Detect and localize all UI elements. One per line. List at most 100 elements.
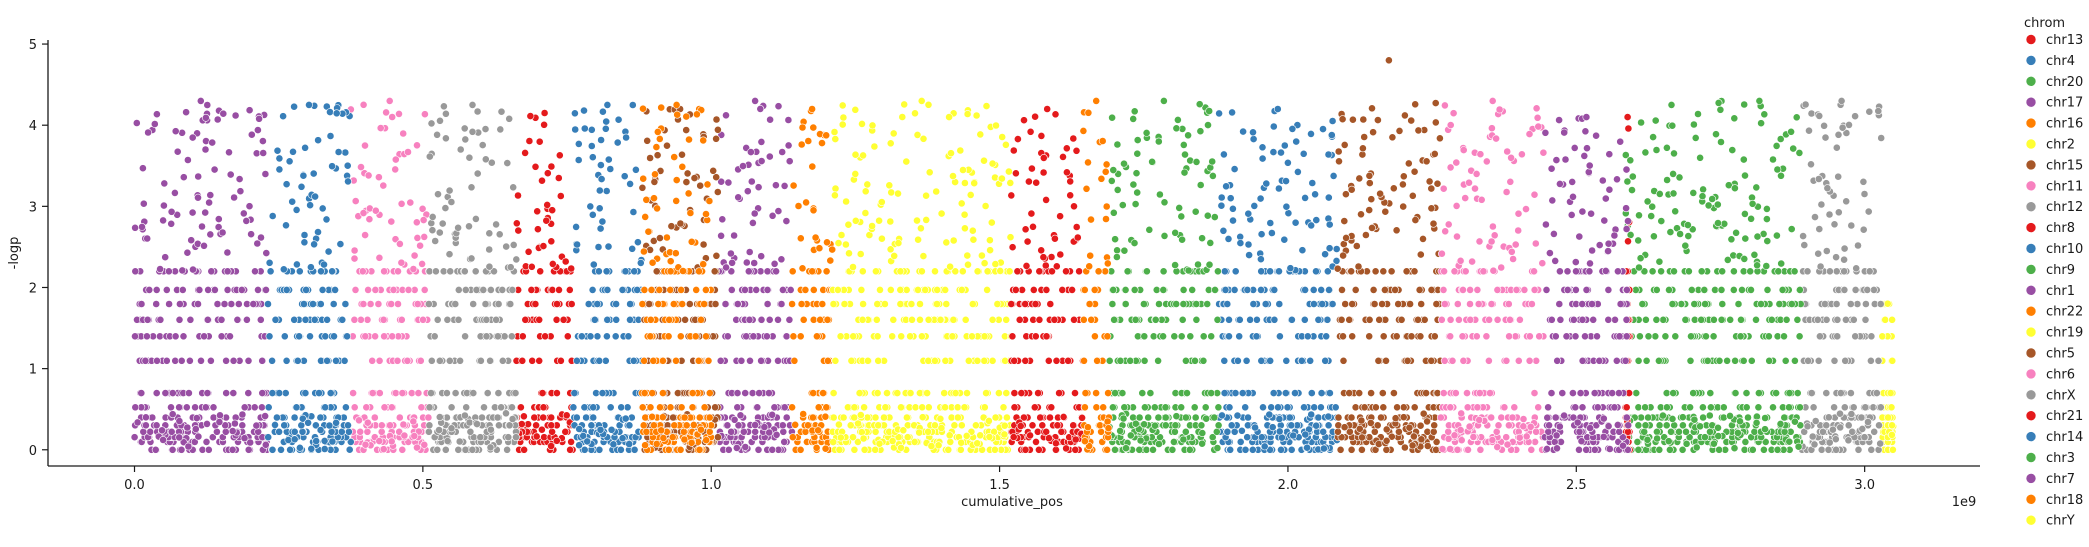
data-point [780,181,789,190]
data-point [1379,403,1388,412]
data-point [547,442,555,450]
data-point [271,315,280,324]
data-point [1301,193,1309,202]
data-point [1265,410,1274,419]
data-point [612,300,620,308]
data-point [227,300,236,308]
data-point [972,421,980,430]
data-point [763,285,772,294]
data-point [1202,414,1211,423]
data-point [1479,267,1488,276]
data-point [942,238,951,247]
data-point [282,180,291,189]
data-point [785,315,794,324]
data-point [924,356,933,365]
data-point [1347,445,1356,454]
data-point [1684,232,1693,240]
data-point [320,445,329,453]
data-point [667,222,676,231]
data-point [742,332,751,341]
data-point [203,389,212,397]
data-point [733,389,742,397]
data-point [1199,356,1208,365]
data-point [603,285,612,294]
data-point [609,440,618,449]
data-point [1817,445,1826,454]
data-point [1217,193,1226,202]
data-point [253,239,262,248]
data-point [1275,415,1284,423]
data-point [456,356,464,365]
data-point [1531,239,1540,248]
data-point [823,238,831,247]
data-point [295,332,303,341]
data-point [949,315,958,324]
data-point [976,431,985,440]
data-point [1064,356,1072,365]
data-point [716,356,725,365]
data-point [543,169,552,178]
data-point [1465,422,1474,431]
data-point [1131,419,1140,428]
data-point [1031,332,1040,341]
data-point [314,136,322,145]
data-point [1029,222,1037,231]
data-point [1081,403,1089,412]
data-point [183,156,192,164]
data-point [1152,285,1161,294]
data-point [1231,389,1240,397]
data-point [1401,111,1409,120]
data-point [1446,445,1454,453]
data-point [1229,204,1237,213]
data-point [1381,285,1389,294]
data-point [517,420,526,428]
data-point [282,221,290,230]
data-point [306,263,315,272]
data-point [1130,285,1139,294]
data-point [301,389,310,397]
data-point [171,356,180,365]
data-point [194,432,203,441]
data-point [1621,151,1630,159]
data-point [503,445,511,454]
data-point [547,162,556,171]
data-point [188,208,197,217]
data-point [690,174,699,182]
data-point [1836,389,1845,397]
data-point [1286,264,1295,273]
data-point [1530,389,1539,397]
data-point [361,440,370,449]
data-point [152,300,161,308]
data-point [1538,259,1547,268]
data-point [254,285,262,294]
data-point [162,285,171,294]
data-point [1711,285,1719,294]
data-point [911,109,919,118]
data-point [1236,437,1245,446]
data-point [509,240,518,249]
data-point [492,315,500,324]
data-point [917,97,926,105]
data-point [1379,332,1388,341]
data-point [1178,235,1186,244]
data-point [1500,403,1509,412]
data-point [1829,425,1837,434]
data-point [681,315,689,324]
data-point [730,231,738,240]
data-point [1052,262,1061,271]
data-point [1196,181,1205,189]
data-point [888,437,897,445]
data-point [417,403,426,412]
data-point [871,427,880,436]
data-point [1635,211,1643,220]
data-point [1821,133,1830,142]
data-point [563,332,572,341]
data-point [151,445,160,454]
data-point [890,251,899,260]
data-point [1690,415,1699,424]
data-point [949,236,958,245]
data-point [434,190,442,199]
data-point [1146,389,1155,397]
data-point [277,445,285,454]
data-point [774,356,782,365]
